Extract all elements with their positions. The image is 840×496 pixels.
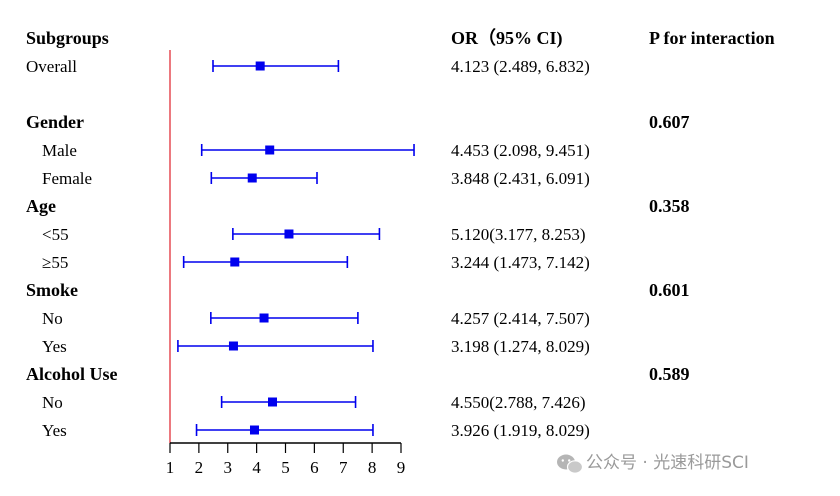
subgroup-label: ≥55 xyxy=(42,253,68,272)
p-value: 0.358 xyxy=(649,196,690,216)
x-tick-label: 5 xyxy=(281,458,290,477)
wechat-icon xyxy=(557,454,584,474)
subgroup-label: Yes xyxy=(42,337,67,356)
or-marker xyxy=(284,229,294,239)
subgroup-label: No xyxy=(42,309,63,328)
or-marker xyxy=(249,425,259,435)
or-marker xyxy=(259,313,269,323)
or-ci-text: 5.120(3.177, 8.253) xyxy=(451,225,586,244)
group-label: Age xyxy=(26,196,56,216)
subgroup-label: Overall xyxy=(26,57,77,76)
or-ci-text: 4.123 (2.489, 6.832) xyxy=(451,57,590,76)
group-label: Alcohol Use xyxy=(26,364,118,384)
or-marker xyxy=(255,61,265,71)
p-value: 0.589 xyxy=(649,364,690,384)
group-label: Gender xyxy=(26,112,84,132)
watermark: 公众号 · 光速科研SCI xyxy=(557,453,749,474)
header-subgroups: Subgroups xyxy=(26,28,109,48)
or-marker xyxy=(265,145,275,155)
or-ci-text: 3.244 (1.473, 7.142) xyxy=(451,253,590,272)
x-tick-label: 8 xyxy=(368,458,377,477)
or-ci-text: 3.198 (1.274, 8.029) xyxy=(451,337,590,356)
p-value: 0.607 xyxy=(649,112,690,132)
or-marker xyxy=(230,257,240,267)
subgroup-label: Yes xyxy=(42,421,67,440)
p-value: 0.601 xyxy=(649,280,690,300)
subgroup-label: Male xyxy=(42,141,77,160)
or-marker xyxy=(247,173,257,183)
or-marker xyxy=(228,341,238,351)
subgroup-label: Female xyxy=(42,169,92,188)
subgroup-label: <55 xyxy=(42,225,69,244)
or-ci-text: 4.257 (2.414, 7.507) xyxy=(451,309,590,328)
group-label: Smoke xyxy=(26,280,78,300)
x-tick-label: 6 xyxy=(310,458,319,477)
or-ci-text: 3.848 (2.431, 6.091) xyxy=(451,169,590,188)
x-tick-label: 3 xyxy=(224,458,233,477)
subgroup-label: No xyxy=(42,393,63,412)
x-tick-label: 2 xyxy=(195,458,204,477)
x-tick-label: 1 xyxy=(166,458,175,477)
header-or-ci: OR（95% CI) xyxy=(451,28,563,49)
watermark-text: 公众号 · 光速科研SCI xyxy=(586,453,749,473)
or-ci-text: 3.926 (1.919, 8.029) xyxy=(451,421,590,440)
x-tick-label: 9 xyxy=(397,458,406,477)
rows-layer: Overall 4.123 (2.489, 6.832) Gender 0.607 Ma… xyxy=(26,50,690,443)
x-tick-label: 7 xyxy=(339,458,348,477)
x-tick-label: 4 xyxy=(252,458,261,477)
or-ci-text: 4.550(2.788, 7.426) xyxy=(451,393,586,412)
or-marker xyxy=(268,397,278,407)
header-p-interaction: P for interaction xyxy=(649,28,775,48)
or-ci-text: 4.453 (2.098, 9.451) xyxy=(451,141,590,160)
